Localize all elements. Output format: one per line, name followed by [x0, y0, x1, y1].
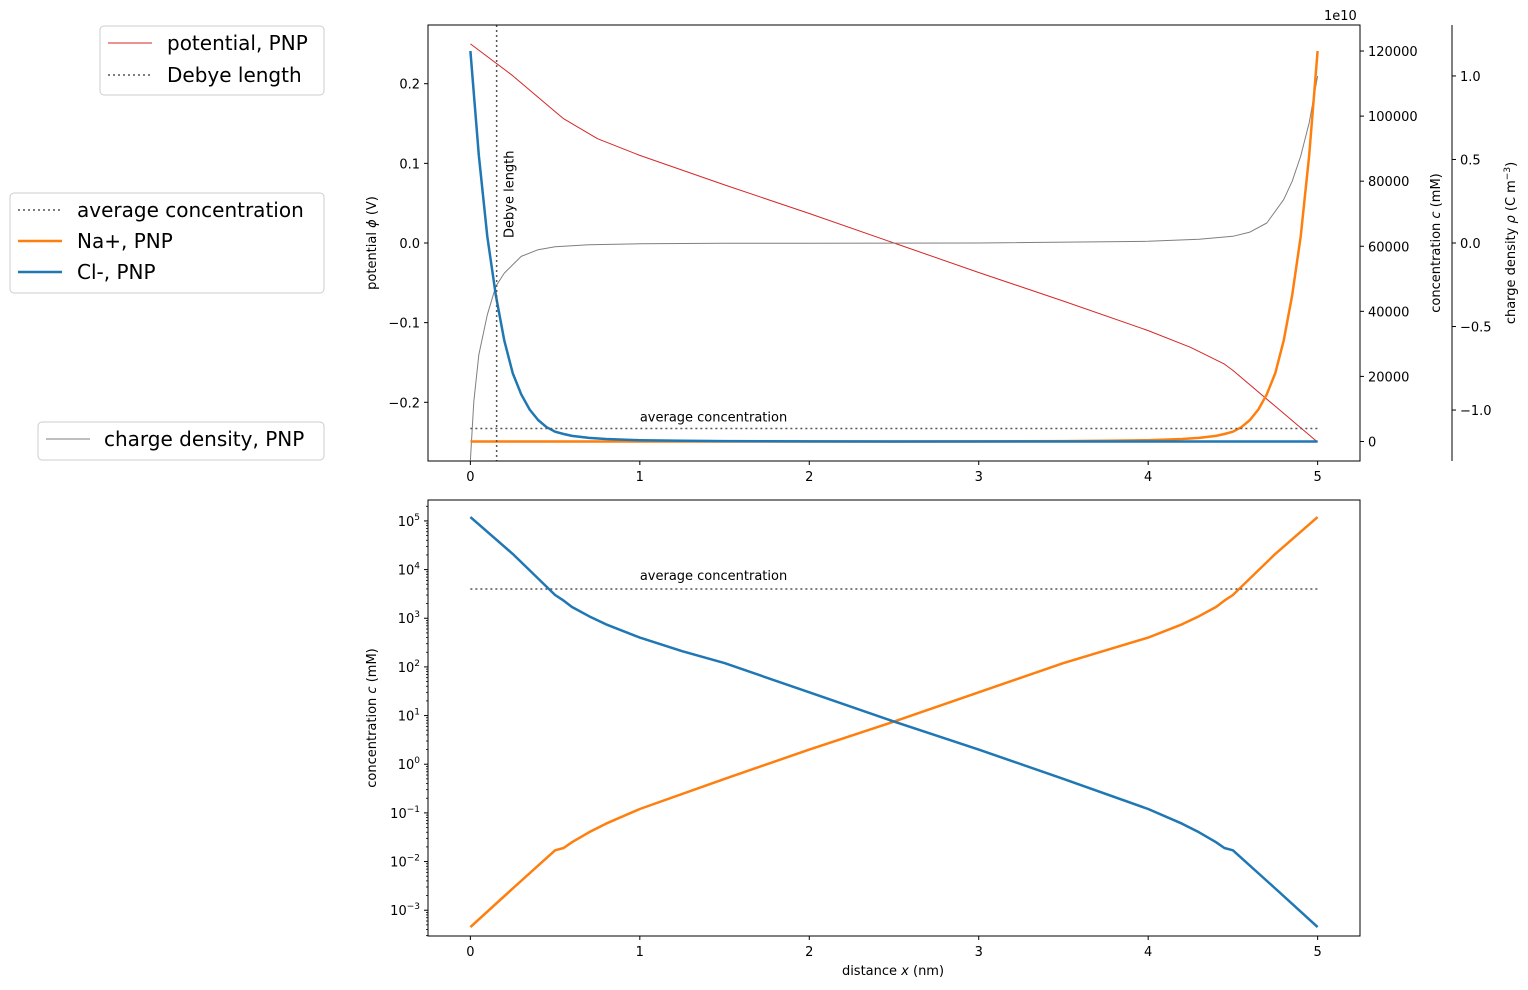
y-tick-label: 104 [398, 562, 421, 579]
legend-label-potential: potential, PNP [167, 31, 308, 55]
average-concentration-annotation: average concentration [640, 569, 787, 584]
bottom-annotations: average concentration [470, 569, 1318, 590]
concentration-tick-label: 20000 [1368, 370, 1409, 385]
concentration-tick-label: 120000 [1368, 45, 1418, 60]
bottom-curves [469, 516, 1319, 929]
x-tick-label: 5 [1313, 945, 1321, 960]
charge-axis-label: charge density ρ (C m−3) [1503, 162, 1519, 324]
legend-charge: charge density, PNP [37, 421, 325, 461]
legend-concentration: average concentration Na+, PNP Cl-, PNP [9, 192, 325, 294]
x-tick-label: 1 [636, 945, 644, 960]
charge-tick-label: −1.0 [1460, 404, 1492, 419]
concentration-tick-label: 100000 [1368, 110, 1418, 125]
top-curves [469, 43, 1319, 461]
legend-potential: potential, PNP Debye length [99, 25, 325, 96]
potential-tick-label: 0.0 [399, 237, 420, 252]
charge-tick-label: 0.0 [1460, 237, 1481, 252]
x-tick-label: 5 [1313, 470, 1321, 485]
bottom-plot-frame [427, 499, 1361, 937]
bottom-y-ticks: 105 104 103 102 101 100 10−1 10−2 10−3 [390, 505, 428, 937]
y-tick-label: 10−1 [390, 805, 420, 822]
legend-label-na: Na+, PNP [77, 229, 173, 253]
concentration-tick-label: 0 [1368, 435, 1376, 450]
y-tick-label: 100 [398, 756, 421, 773]
charge-tick-label: 0.5 [1460, 153, 1481, 168]
top-panel: average concentration Debye length 0 1 2 3 4 5… [365, 9, 1519, 485]
potential-tick-label: 0.1 [399, 157, 420, 172]
concentration-tick-label: 40000 [1368, 305, 1409, 320]
x-tick-label: 2 [805, 470, 813, 485]
series-line-na-pnp [470, 50, 1319, 443]
x-tick-label: 4 [1144, 470, 1152, 485]
concentration-tick-label: 60000 [1368, 240, 1409, 255]
top-x-ticks: 0 1 2 3 4 5 [466, 461, 1322, 485]
average-concentration-annotation: average concentration [640, 410, 787, 425]
series-line-charge-density-pnp [469, 75, 1319, 461]
y-tick-label: 101 [398, 708, 420, 725]
y-tick-label: 103 [398, 610, 420, 627]
legend-label-debye: Debye length [167, 63, 302, 87]
x-tick-label: 3 [975, 470, 983, 485]
charge-offset-text: 1e10 [1324, 9, 1357, 24]
potential-tick-label: 0.2 [399, 78, 420, 93]
y-tick-label: 10−2 [390, 854, 420, 871]
potential-tick-label: −0.2 [388, 396, 420, 411]
bottom-x-ticks: 0 1 2 3 4 5 [466, 936, 1322, 960]
legend-label-charge: charge density, PNP [104, 427, 304, 451]
y-tick-label: 10−3 [390, 902, 420, 919]
series-line-cl-pnp [469, 516, 1319, 929]
potential-axis-label: potential ϕ (V) [365, 196, 380, 290]
x-tick-label: 3 [975, 945, 983, 960]
top-annotations: average concentration Debye length [470, 25, 1318, 461]
debye-length-annotation: Debye length [503, 150, 518, 238]
legend-label-cl: Cl-, PNP [77, 260, 156, 284]
x-tick-label: 1 [636, 470, 644, 485]
series-line-cl-pnp [469, 50, 1318, 443]
charge-tick-label: 1.0 [1460, 70, 1481, 85]
x-tick-label: 0 [466, 945, 474, 960]
bottom-y-axis-label: concentration c (mM) [365, 648, 380, 787]
x-tick-label: 0 [466, 470, 474, 485]
y-tick-label: 105 [398, 513, 420, 530]
charge-tick-label: −0.5 [1460, 321, 1492, 336]
concentration-tick-label: 80000 [1368, 175, 1409, 190]
legend-label-average: average concentration [77, 198, 304, 222]
concentration-axis-label: concentration c (mM) [1429, 173, 1444, 312]
x-tick-label: 4 [1144, 945, 1152, 960]
potential-tick-label: −0.1 [388, 317, 420, 332]
y-tick-label: 102 [398, 659, 420, 676]
concentration-axis-ticks: 0 20000 40000 60000 80000 100000 120000 [1360, 45, 1418, 450]
bottom-x-axis-label: distance x (nm) [842, 964, 944, 979]
charge-axis-ticks: 1.0 0.5 0.0 −0.5 −1.0 [1452, 70, 1492, 419]
x-tick-label: 2 [805, 945, 813, 960]
potential-axis-ticks: 0.2 0.1 0.0 −0.1 −0.2 [388, 78, 428, 411]
